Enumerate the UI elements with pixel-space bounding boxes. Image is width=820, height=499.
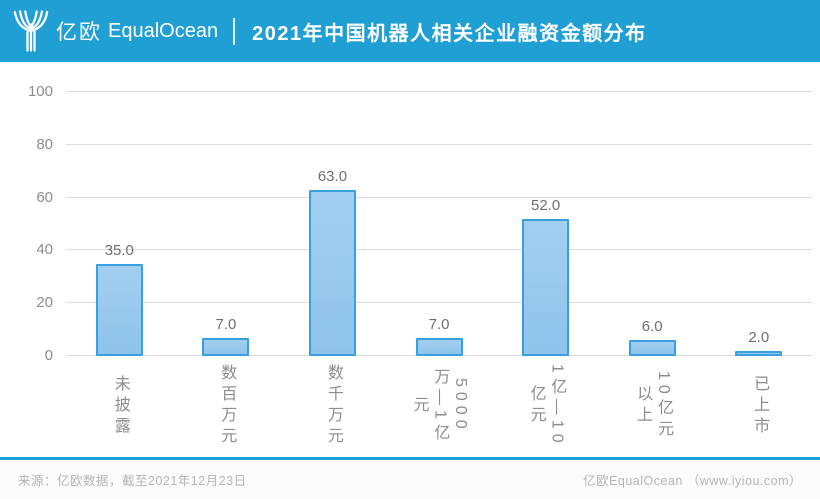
bar-10亿元以上	[628, 340, 676, 356]
bar-value-label: 52.0	[531, 196, 561, 214]
bar-value-label: 6.0	[641, 318, 663, 336]
bar-slot: 63.0	[279, 92, 386, 356]
bar-数千万元	[308, 189, 356, 356]
bar-chart: 0 20 40 60 80 100 35.0 7.0 63.0 7.0 52.0 6.0 2.0 未披…	[0, 62, 820, 457]
x-category-label: 数千万元	[324, 364, 342, 448]
brand-name-en: EqualOcean	[108, 19, 219, 42]
x-category-label: 已上市	[751, 374, 769, 438]
gridline: 20	[36, 294, 812, 311]
x-category-label: 5000 万—1亿 元	[410, 367, 470, 445]
bar-slot: 7.0	[386, 92, 493, 356]
bar-slot: 35.0	[66, 92, 173, 356]
x-category-label: 1亿—10 亿元	[527, 364, 566, 448]
bars: 35.0 7.0 63.0 7.0 52.0 6.0 2.0	[66, 92, 812, 356]
x-category-slot: 5000 万—1亿 元	[386, 360, 493, 452]
bar-数百万元	[202, 337, 250, 356]
bar-slot: 2.0	[705, 92, 812, 356]
bar-value-label: 35.0	[104, 241, 134, 259]
y-tick-label: 0	[44, 347, 53, 364]
y-tick-label: 60	[36, 188, 53, 206]
bar-value-label: 63.0	[317, 167, 348, 185]
equalocean-logo-icon	[13, 10, 49, 52]
x-category-slot: 10亿元 以上	[599, 360, 706, 452]
bar-value-label: 7.0	[215, 315, 237, 333]
y-tick-label: 80	[36, 135, 53, 153]
gridline: 100	[28, 83, 812, 100]
bar-slot: 52.0	[492, 92, 599, 356]
bar-1亿—10亿元	[522, 218, 570, 356]
x-category-label: 10亿元 以上	[634, 371, 672, 441]
x-axis-labels: 未披露 数百万元 数千万元 5000 万—1亿 元 1亿—10 亿元 10亿元 以上 已上市	[66, 360, 812, 452]
y-tick-label: 20	[36, 294, 53, 312]
bar-5000万—1亿元	[415, 337, 463, 356]
bar-未披露	[95, 263, 143, 356]
header-divider	[233, 17, 236, 45]
x-category-slot: 数千万元	[279, 360, 386, 452]
gridline: 40	[36, 241, 812, 258]
x-category-slot: 数百万元	[173, 360, 280, 452]
page-title: 2021年中国机器人相关企业融资金额分布	[252, 22, 647, 45]
footer-brand: 亿欧EqualOcean （www.iyiou.com）	[583, 474, 802, 488]
bar-value-label: 2.0	[748, 328, 770, 346]
bar-value-label: 7.0	[428, 315, 450, 333]
bar-slot: 7.0	[173, 92, 280, 356]
x-category-slot: 1亿—10 亿元	[492, 360, 599, 452]
x-category-slot: 已上市	[705, 360, 812, 452]
header: 亿欧 EqualOcean 2021年中国机器人相关企业融资金额分布	[0, 0, 820, 62]
bar-已上市	[735, 350, 783, 356]
footer: 来源：亿欧数据，截至2021年12月23日 亿欧EqualOcean （www.…	[0, 460, 820, 499]
separator-line	[0, 457, 820, 460]
x-category-label: 数百万元	[218, 364, 236, 448]
x-category-label: 未披露	[111, 374, 129, 438]
y-tick-label: 40	[36, 241, 53, 259]
bar-slot: 6.0	[599, 92, 706, 356]
gridline: 60	[36, 189, 812, 206]
y-tick-label: 100	[27, 83, 53, 100]
x-category-slot: 未披露	[66, 360, 173, 452]
plot-area: 0 20 40 60 80 100 35.0 7.0 63.0 7.0 52.0 6.0 2.0	[28, 83, 812, 364]
gridline: 80	[36, 136, 812, 153]
brand-name-cn: 亿欧	[56, 21, 102, 44]
source-note: 来源：亿欧数据，截至2021年12月23日	[18, 474, 247, 488]
